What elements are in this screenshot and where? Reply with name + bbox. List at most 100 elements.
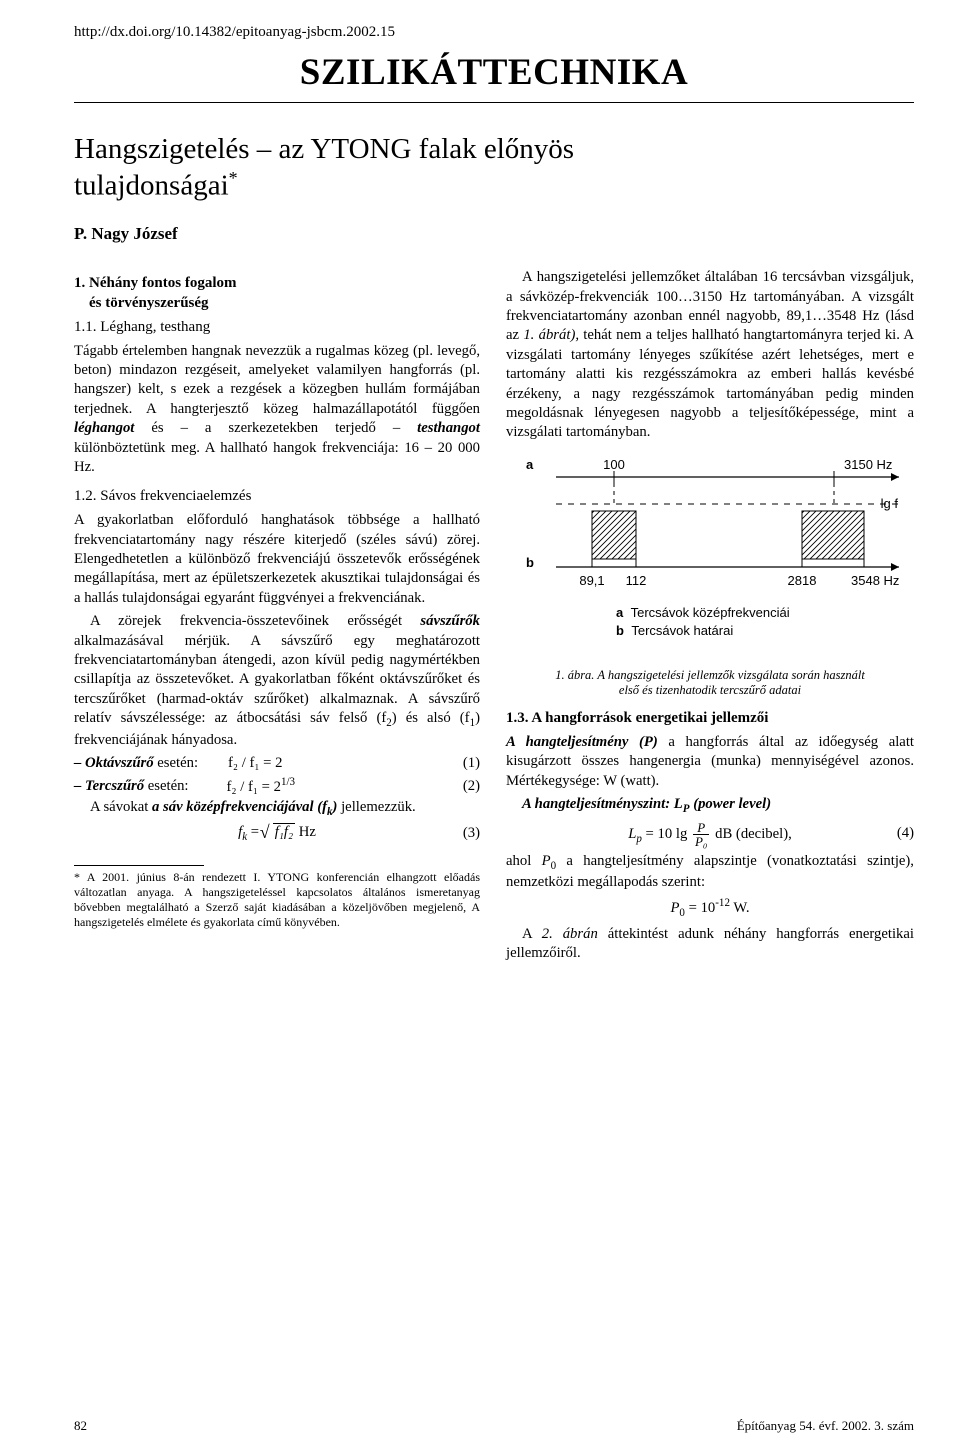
right-para-2: A hangteljesítmény (P) a hangforrás álta… [506,733,914,791]
footnote: * A 2001. június 8-án rendezett I. YTONG… [74,870,480,930]
fig-legend-a-t: Tercsávok középfrekvenciái [631,605,790,620]
eq1-label2: esetén: [154,755,198,771]
author: P. Nagy József [74,224,914,244]
p2b-mid: ) és alsó (f [392,710,470,726]
heading-1-line1: 1. Néhány fontos fogalom [74,275,237,291]
eq2-label2: esetén: [144,778,188,794]
eq3-rad: f₁f₂ [273,823,295,840]
fig-b-tick3: 2818 [788,573,817,588]
page-footer: 82 Építőanyag 54. évf. 2002. 3. szám [74,1418,914,1434]
title-footnote-star: * [229,168,238,188]
p0-end: W. [730,900,750,916]
figure-1-svg: a 100 3150 Hz [506,449,914,664]
fig-a-tick-left: 100 [603,457,625,472]
footnote-rule [74,865,204,866]
right-para-4: A 2. ábrán áttekintést adunk néhány hang… [506,925,914,964]
fig-b-label: b [526,555,534,570]
rp1b: tehát nem a teljes hallható hangtartomán… [506,327,914,440]
equation-2: – Tercszűrő esetén: f₂ / f₁ = 21/3 (2) [74,775,480,797]
rp1i: 1. ábrát), [523,327,579,343]
rp2l2i: A hangteljesítményszint: L [522,796,683,812]
eq1-label: – Oktávszűrő [74,755,154,771]
fig-a-label: a [526,457,534,472]
equation-3: fk = f₁f₂ Hz (3) [74,823,480,844]
heading-1-3: 1.3. A hangforrások energetikai jellemző… [506,709,914,729]
eq3-hz: Hz [299,824,316,840]
fig-b-tick1: 89,1 [579,573,604,588]
p1-end: különböztetünk meg. A hallható hangok fr… [74,440,480,475]
doi-link[interactable]: http://dx.doi.org/10.14382/epitoanyag-js… [74,24,914,41]
para-3: A sávokat a sáv középfrekvenciájával (fk… [74,798,480,819]
page-number: 82 [74,1418,87,1434]
p3b: a sáv középfrekvenciájával (f [152,799,327,815]
rp2l2sub: P [683,803,690,815]
eq4-db: dB [715,825,736,841]
heading-1: 1. Néhány fontos fogalom és törvényszerű… [74,274,480,314]
equation-p0: P0 = 10-12 W. [506,896,914,920]
p1-i2: testhangot [417,420,480,436]
divider [74,102,914,103]
page: http://dx.doi.org/10.14382/epitoanyag-js… [0,0,960,1448]
issue-ref: Építőanyag 54. évf. 2002. 3. szám [737,1418,914,1434]
eq1-num: (1) [457,754,480,773]
heading-1-2: 1.2. Sávos frekvenciaelemzés [74,487,480,507]
eq1-body: f₂ / f₁ = 2 [198,754,457,773]
figcap-l1: 1. ábra. A hangszigetelési jellemzők viz… [555,668,865,682]
heading-1-line2: és törvényszerűség [89,295,209,311]
eq2-body: f₂ / f₁ = 21/3 [189,775,457,797]
fig-legend-b-t: Tercsávok határai [631,623,733,638]
para-1: Tágabb értelemben hangnak nevezzük a rug… [74,342,480,478]
rp2l2end: (power level) [690,796,772,812]
fig-legend-b: b Tercsávok határai [616,623,733,638]
right-para-1: A hangszigetelési jellemzőket általában … [506,268,914,443]
eq3-num: (3) [457,824,480,843]
fig-b-tick2: 112 [626,573,647,588]
p2b-i: sávszűrők [420,613,480,629]
p2b-lead: A zörejek frekvencia-összetevőinek erőss… [90,613,420,629]
column-right: A hangszigetelési jellemzőket általában … [506,268,914,967]
p3d: jellemezzük. [337,799,415,815]
journal-title: SZILIKÁTTECHNIKA [74,51,914,94]
right-para-3: ahol P0 a hangteljesítmény alapszintje (… [506,852,914,893]
eq2-exp: 1/3 [281,776,295,788]
rp2-i1: A hangteljesítmény (P) [506,734,658,750]
article-title: Hangszigetelés – az YTONG falak előnyös … [74,131,914,204]
eq4-num: P [693,821,709,835]
p1-i1: léghangot [74,420,134,436]
eq2-label: – Tercszűrő [74,778,144,794]
body-columns: 1. Néhány fontos fogalom és törvényszerű… [74,268,914,967]
para-2b: A zörejek frekvencia-összetevőinek erőss… [74,612,480,750]
fig-b-tick4: 3548 Hz [851,573,899,588]
rp3b: a hangteljesítmény alapszintje (vonatkoz… [506,853,914,890]
column-left: 1. Néhány fontos fogalom és törvényszerű… [74,268,480,967]
article-title-line2: tulajdonságai [74,170,229,202]
p3a: A sávokat [90,799,152,815]
figure-1-caption: 1. ábra. A hangszigetelési jellemzők viz… [506,668,914,699]
fig-lgf: lg f [881,496,899,511]
eq2-base: f₂ / f₁ = 2 [227,778,281,794]
rp4a: A [522,926,542,942]
fig-legend-a: a Tercsávok középfrekvenciái [616,605,790,620]
fig-a-tick-right: 3150 Hz [844,457,892,472]
eq4-dec: (decibel), [736,825,792,841]
p0-exp: -12 [715,897,730,909]
fig-legend-b-b: b [616,623,624,638]
rp4i: 2. ábrán [542,926,598,942]
rp3i: P [542,853,551,869]
figcap-l2: első és tizenhatodik tercszűrő adatai [619,683,801,697]
eq4-eqs: = 10 lg [642,825,691,841]
p1-a: Tágabb értelemben hangnak nevezzük a rug… [74,343,480,417]
para-2a: A gyakorlatban előforduló hanghatások tö… [74,511,480,608]
eq2-num: (2) [457,777,480,796]
p1-mid: és – a szerkezetekben terjedő – [134,420,417,436]
article-title-line1: Hangszigetelés – az YTONG falak előnyös [74,133,574,165]
eq4-n: (4) [891,824,914,843]
figure-1: a 100 3150 Hz [506,449,914,699]
heading-1-1: 1.1. Léghang, testhang [74,318,480,338]
right-para-2b: A hangteljesítményszint: LP (power level… [506,795,914,816]
rp3a: ahol [506,853,542,869]
fig-legend-a-b: a [616,605,624,620]
p0-eq: = 10 [685,900,715,916]
eq4-den: P₀ [693,835,709,848]
equation-4: Lp = 10 lg P P₀ dB (decibel), (4) [506,821,914,848]
